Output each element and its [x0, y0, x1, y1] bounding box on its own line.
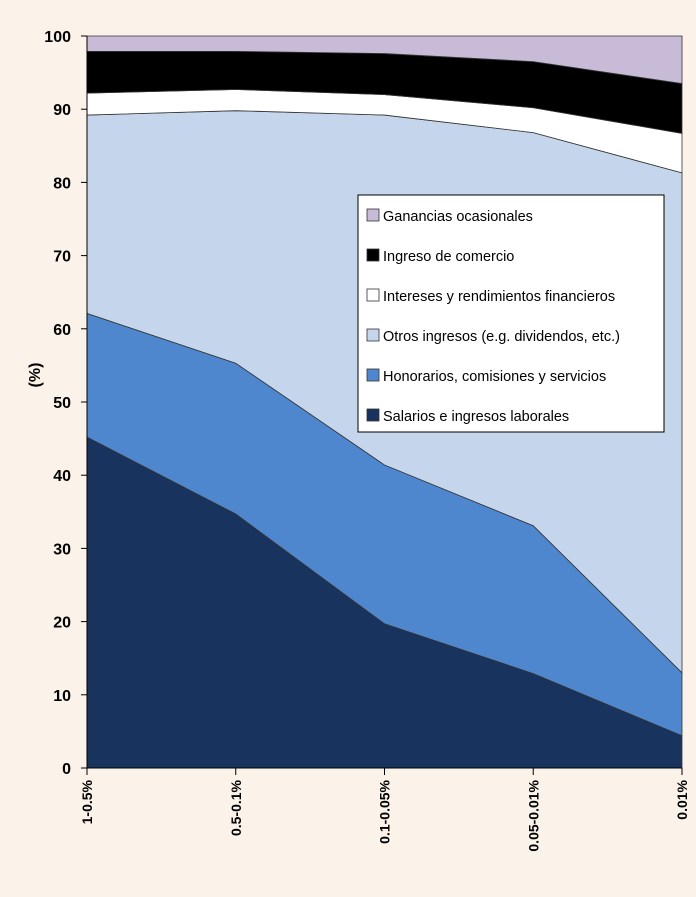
x-axis: 1-0.5% 0.5-0.1% 0.1-0.05% 0.05-0.01% 0.01% — [79, 767, 690, 852]
legend-swatch — [366, 248, 380, 262]
x-tick-label: 0.1-0.05% — [377, 779, 393, 843]
y-tick-label: 40 — [53, 468, 71, 485]
legend-label: Honorarios, comisiones y servicios — [383, 369, 606, 385]
legend-swatch — [366, 288, 380, 302]
y-tick-label: 80 — [53, 175, 71, 192]
legend-label: Intereses y rendimientos financieros — [383, 289, 615, 305]
y-tick-label: 30 — [53, 541, 71, 558]
legend-label: Ganancias ocasionales — [383, 209, 533, 225]
legend-box — [357, 194, 665, 433]
x-tick-label: 0.5-0.1% — [228, 779, 244, 836]
x-tick-label: 1-0.5% — [79, 779, 95, 824]
y-tick-label: 90 — [53, 102, 71, 119]
legend-swatch — [366, 208, 380, 222]
y-tick-label: 20 — [53, 615, 71, 632]
legend-label: Salarios e ingresos laborales — [383, 409, 569, 425]
legend-swatch — [366, 408, 380, 422]
legend-label: Otros ingresos (e.g. dividendos, etc.) — [383, 329, 620, 345]
y-tick-label: 0 — [62, 761, 71, 778]
x-tick-label: 0.01% — [674, 779, 690, 819]
y-tick-label: 10 — [53, 688, 71, 705]
y-axis: 0 10 20 30 40 50 60 70 80 90 100 — [44, 29, 88, 778]
y-tick-label: 50 — [53, 395, 71, 412]
legend: Ganancias ocasionales Ingreso de comercio… — [357, 194, 665, 433]
legend-label: Ingreso de comercio — [383, 249, 514, 265]
y-tick-label: 60 — [53, 322, 71, 339]
y-tick-label: 100 — [44, 29, 71, 46]
x-tick-label: 0.05-0.01% — [525, 779, 541, 851]
y-tick-label: 70 — [53, 249, 71, 266]
y-axis-label: (%) — [27, 363, 44, 388]
area-ganancias-ocasionales — [86, 35, 683, 85]
legend-swatch — [366, 328, 380, 342]
legend-swatch — [366, 368, 380, 382]
